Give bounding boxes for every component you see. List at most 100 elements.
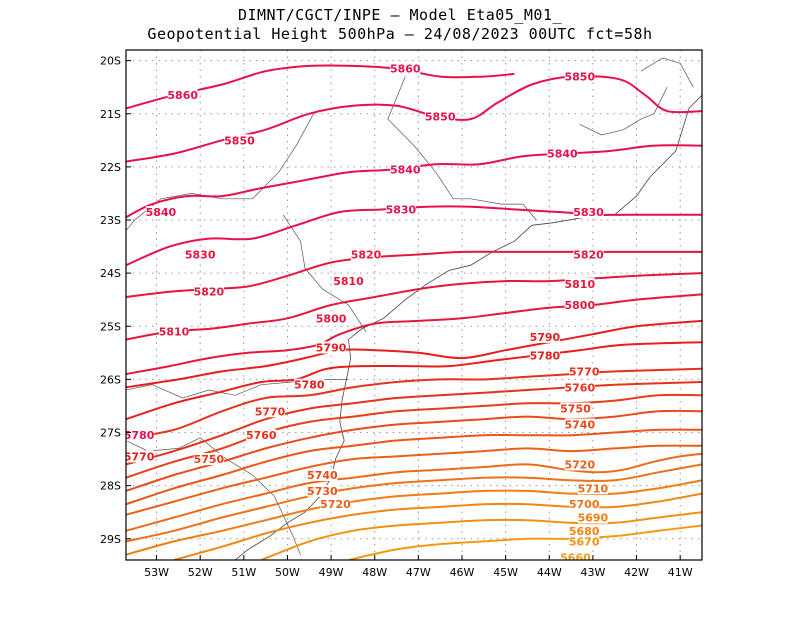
contour-label: 5860 [167, 89, 198, 102]
contour-5790 [126, 319, 702, 389]
y-tick-label: 26S [100, 373, 121, 386]
contour-label: 5800 [565, 299, 596, 312]
contour-5800 [126, 293, 702, 376]
contour-label-bg [390, 62, 421, 75]
contour-label-bg [307, 484, 338, 497]
contour-label-bg [564, 299, 595, 311]
chart-title-line-1: DIMNT/CGCT/INPE – Model Eta05_M01_ [237, 6, 563, 24]
contour-label-bg [569, 524, 600, 537]
contour-label: 5790 [530, 331, 561, 344]
x-tick-label: 41W [668, 566, 693, 579]
contour-label: 5820 [351, 249, 382, 262]
y-tick-label: 21S [100, 108, 121, 121]
y-tick-label: 20S [100, 55, 121, 68]
plot-frame [125, 49, 703, 561]
contour-label: 5740 [565, 419, 596, 432]
contour-label: 5800 [316, 312, 347, 325]
contour-5700 [126, 463, 702, 543]
contour-5680 [173, 492, 702, 560]
contour-label: 5810 [565, 278, 596, 291]
y-tick-label: 28S [100, 480, 121, 493]
y-tick-label: 27S [100, 427, 121, 440]
contour-label: 5840 [547, 148, 578, 161]
contour-label-bg [351, 248, 381, 261]
contour-label: 5660 [560, 551, 591, 564]
contour-label-bg [185, 248, 216, 261]
contour-label: 5830 [185, 249, 216, 262]
contour-label: 5670 [569, 535, 600, 548]
state-border [579, 87, 668, 136]
contour-label: 5830 [386, 203, 417, 216]
gridlines [126, 50, 702, 560]
contour-label: 5710 [578, 482, 609, 495]
contour-label: 5690 [578, 512, 609, 525]
state-border [640, 57, 694, 88]
contour-label: 5810 [333, 275, 364, 288]
contour-label: 5840 [390, 164, 421, 177]
contour-label-bg [294, 378, 325, 391]
contour-label-bg [193, 285, 224, 298]
contour-label-bg [564, 458, 595, 471]
contour-label-bg [320, 498, 351, 511]
contour-lines [126, 64, 702, 560]
contour-label-bg [573, 248, 604, 261]
x-tick-label: 50W [275, 566, 300, 579]
contour-label-bg [126, 450, 155, 463]
state-border [126, 437, 301, 555]
y-tick-label: 23S [100, 214, 121, 227]
contour-5740 [126, 409, 702, 492]
contour-5770 [126, 367, 702, 439]
contour-label: 5750 [560, 403, 591, 416]
y-tick-label: 25S [100, 320, 121, 333]
x-tick-label: 53W [144, 566, 169, 579]
contour-label: 5850 [425, 110, 456, 123]
contour-label: 5850 [224, 134, 255, 147]
y-tick-label: 22S [100, 161, 121, 174]
contour-label: 5770 [124, 450, 155, 463]
contour-5750 [126, 393, 702, 479]
contour-label-bg [159, 325, 189, 338]
state-border [387, 76, 537, 221]
contour-label: 5780 [124, 429, 155, 442]
contour-label-bg [569, 498, 600, 511]
contour-label: 5830 [573, 206, 604, 219]
contour-label-bg [224, 134, 255, 147]
x-tick-label: 48W [362, 566, 387, 579]
x-tick-label: 51W [231, 566, 256, 579]
contour-label-bg [573, 206, 604, 219]
x-tick-label: 42W [624, 566, 649, 579]
x-tick-label: 49W [319, 566, 344, 579]
contour-label: 5750 [194, 453, 225, 466]
contour-label-bg [145, 206, 176, 219]
x-tick-label: 47W [406, 566, 431, 579]
contour-label-bg [390, 163, 421, 176]
contour-label-bg [564, 418, 595, 431]
contour-label-bg [547, 147, 578, 160]
x-tick-label: 44W [537, 566, 562, 579]
x-tick-label: 45W [493, 566, 518, 579]
contour-label: 5810 [159, 326, 190, 339]
contour-label: 5760 [246, 429, 277, 442]
contour-label-bg [577, 511, 608, 524]
contour-label: 5770 [255, 405, 286, 418]
contour-label-bg [316, 312, 347, 325]
contour-label: 5860 [390, 63, 421, 76]
x-tick-label: 43W [580, 566, 605, 579]
contour-label-bg [333, 275, 364, 288]
contour-5710 [126, 452, 702, 532]
contour-label-bg [255, 405, 285, 418]
contour-5780 [126, 341, 702, 421]
contour-label: 5740 [307, 469, 338, 482]
contour-label-bg [529, 349, 560, 362]
contour-label: 5840 [146, 206, 177, 219]
contour-5690 [126, 479, 702, 556]
contour-label-bg [560, 551, 591, 560]
contour-label-bg [577, 482, 608, 495]
contour-label: 5820 [194, 286, 225, 299]
contour-5860 [126, 64, 515, 110]
contour-label-bg [569, 535, 600, 548]
contour-label: 5730 [307, 485, 338, 498]
chart-title-line-2: Geopotential Height 500hPa – 24/08/2023 … [147, 25, 653, 43]
contour-label-bg [385, 203, 416, 216]
